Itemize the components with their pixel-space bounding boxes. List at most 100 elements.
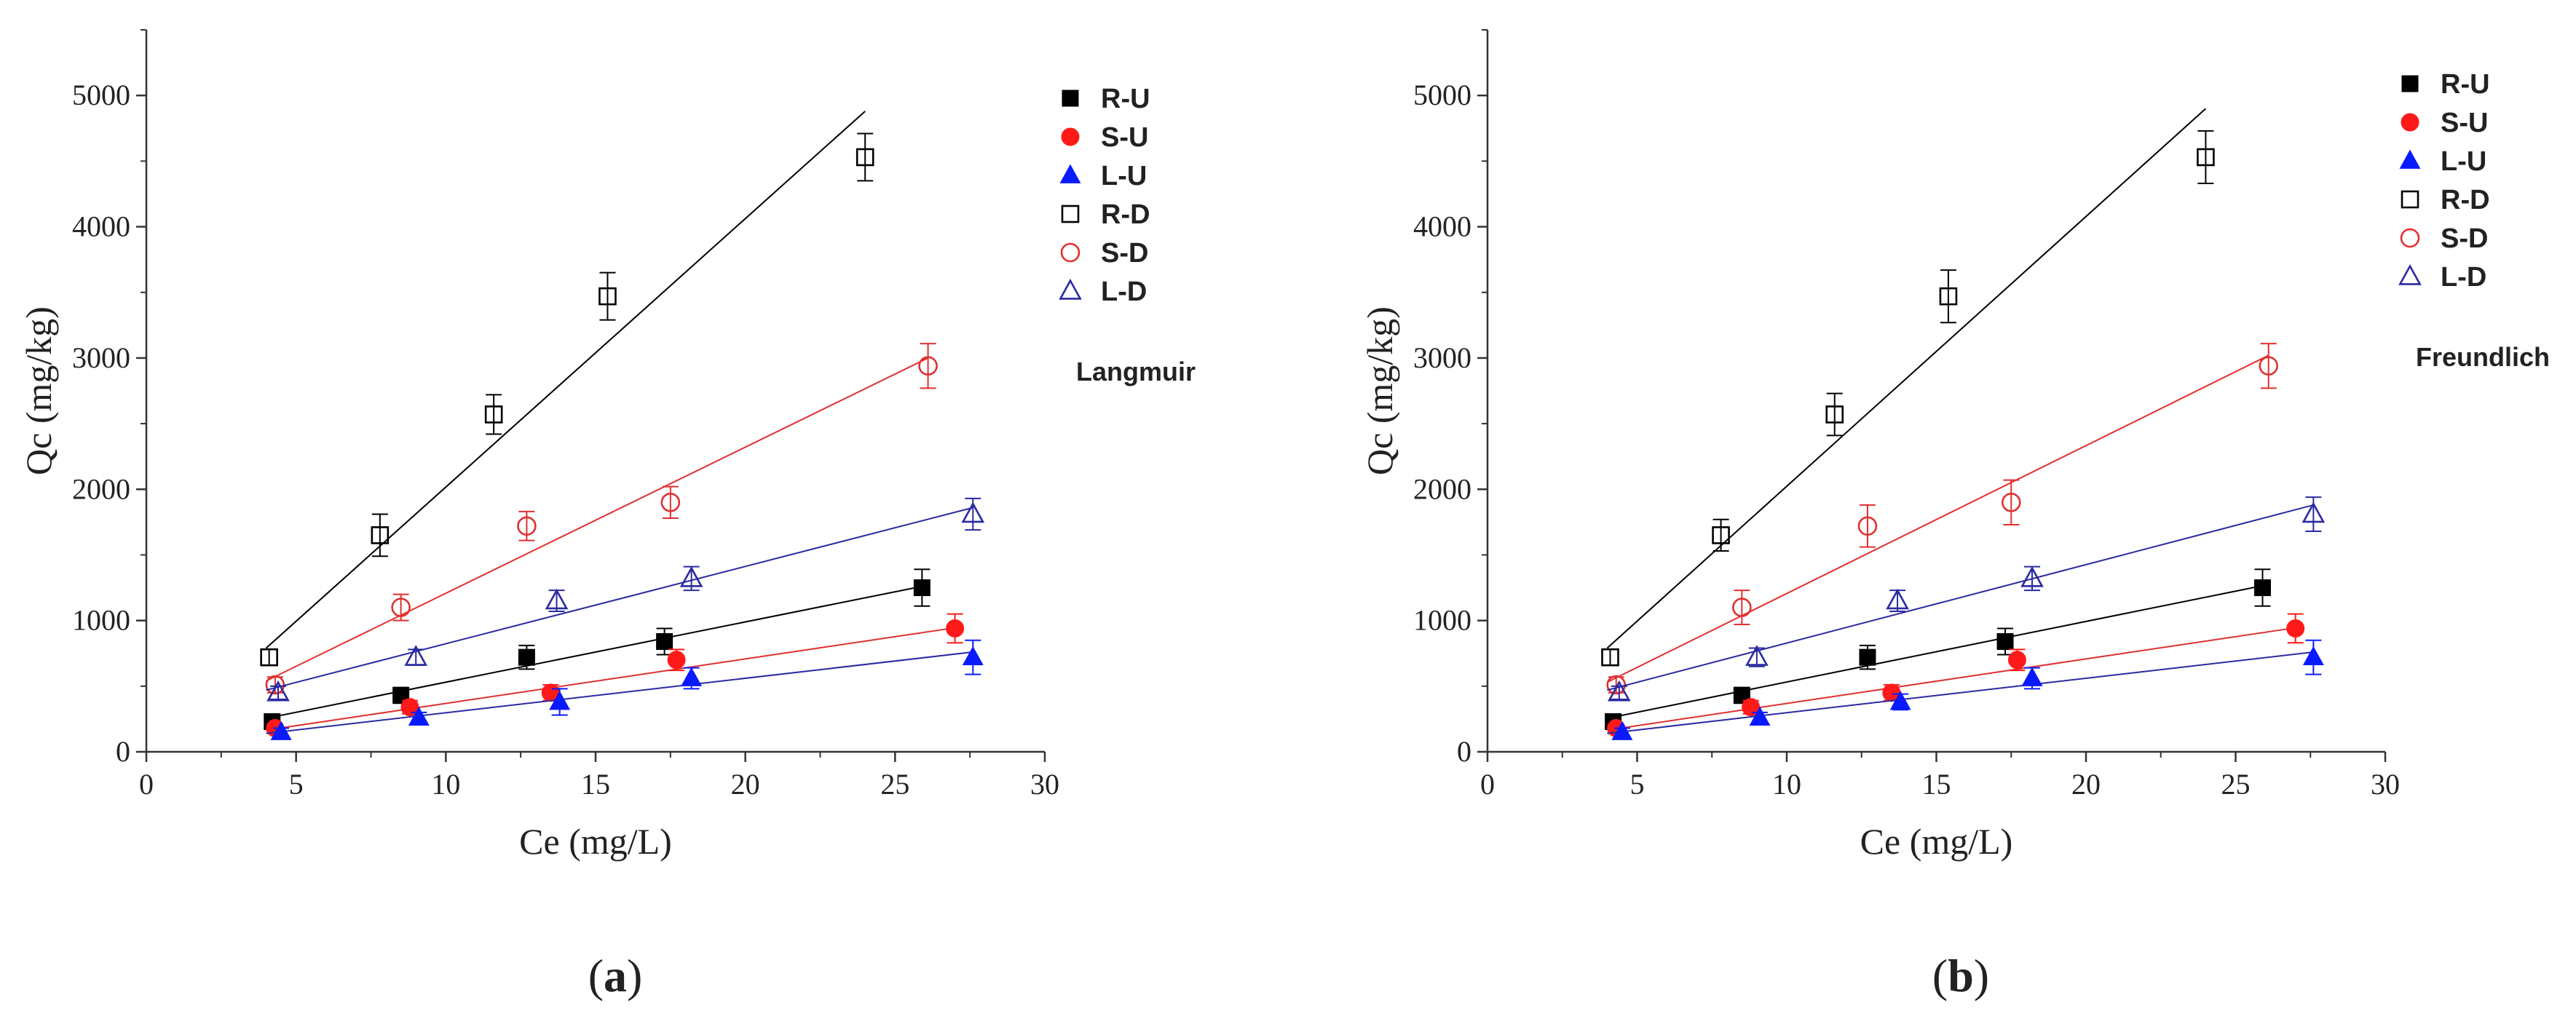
legend-marker-s-u <box>2401 113 2419 132</box>
x-tick-label: 25 <box>2221 768 2251 801</box>
fit-line-r-d <box>1606 108 2207 649</box>
legend-marker-l-u <box>2399 149 2421 169</box>
data-point-l-d <box>404 645 428 666</box>
data-point-s-u <box>946 619 965 638</box>
fit-line-r-u <box>266 584 925 719</box>
data-point-l-d <box>1745 645 1769 666</box>
data-point-l-u <box>1749 706 1771 726</box>
fit-line-l-d <box>1607 504 2314 691</box>
fit-line-s-u <box>266 627 955 731</box>
data-point-r-u <box>1859 648 1876 666</box>
data-point-r-d <box>371 526 390 544</box>
y-tick-label: 5000 <box>72 79 130 111</box>
data-point-l-u <box>962 646 984 666</box>
data-point-r-d <box>1825 405 1844 424</box>
y-tick-label: 4000 <box>1413 210 1471 243</box>
data-point-r-d <box>2197 148 2215 167</box>
y-tick-label: 2000 <box>72 472 130 505</box>
data-point-l-d <box>1607 680 1631 702</box>
data-point-s-d <box>660 493 681 512</box>
legend-label-r-u: R-U <box>1101 84 1150 114</box>
data-point-l-u <box>549 691 571 710</box>
fit-line-r-u <box>1607 584 2266 719</box>
data-point-s-d <box>2259 356 2279 376</box>
data-point-r-u <box>1733 686 1750 704</box>
y-tick-label: 2000 <box>1413 472 1471 505</box>
caption-a-letter: a <box>604 950 627 1001</box>
caption-a: (a) <box>588 950 643 1001</box>
y-tick-label: 0 <box>1457 735 1471 768</box>
y-tick-label: 5000 <box>1413 79 1471 111</box>
fit-line-s-u <box>1607 627 2296 731</box>
caption-b: (b) <box>1932 950 1989 1001</box>
legend-label-l-d: L-D <box>2441 262 2486 293</box>
legend-label-s-u: S-U <box>1101 122 1148 153</box>
legend-label-l-d: L-D <box>1101 277 1147 307</box>
data-point-l-u <box>2302 646 2324 666</box>
fit-line-s-d <box>266 357 929 682</box>
legend-marker-r-u <box>2401 75 2419 92</box>
data-point-s-u <box>2286 619 2305 638</box>
data-point-r-u <box>656 632 673 650</box>
data-point-s-d <box>1732 598 1752 617</box>
data-point-l-u <box>270 721 292 740</box>
fit-line-r-d <box>265 111 866 649</box>
x-tick-label: 15 <box>1922 768 1951 801</box>
y-tick-label: 3000 <box>72 341 130 374</box>
y-tick-label: 1000 <box>72 604 130 637</box>
data-point-r-u <box>913 579 931 597</box>
y-tick-label: 4000 <box>72 210 130 243</box>
data-point-r-u <box>392 686 410 704</box>
model-label-freundlich: Freundlich <box>2416 342 2550 372</box>
x-tick-label: 20 <box>731 768 760 801</box>
data-point-s-u <box>667 651 686 670</box>
legend-marker-l-d <box>2398 263 2422 285</box>
data-point-l-u <box>1889 691 1911 710</box>
legend-marker-s-d <box>1060 242 1080 263</box>
data-point-l-u <box>1611 721 1633 740</box>
x-tick-label: 10 <box>1772 768 1801 801</box>
data-point-s-d <box>2001 493 2021 512</box>
legend-marker-r-d <box>1061 205 1080 223</box>
data-point-r-u <box>2253 579 2271 597</box>
x-tick-label: 30 <box>2371 768 2400 801</box>
data-point-l-d <box>961 501 985 523</box>
y-tick-label: 0 <box>116 735 130 768</box>
data-point-r-d <box>1939 287 1958 306</box>
fit-line-s-d <box>1606 354 2269 683</box>
data-point-s-u <box>2007 651 2026 670</box>
x-tick-label: 0 <box>139 768 154 801</box>
legend-marker-l-u <box>1059 164 1081 183</box>
data-point-r-u <box>518 648 535 666</box>
x-tick-label: 25 <box>880 768 909 801</box>
data-point-l-u <box>2021 667 2043 686</box>
legend-label-s-d: S-D <box>2441 223 2488 254</box>
data-point-l-d <box>1886 588 1909 610</box>
data-point-r-d <box>856 148 874 167</box>
y-tick-label: 3000 <box>1413 341 1471 374</box>
data-point-s-d <box>517 516 537 536</box>
legend-label-r-u: R-U <box>2441 69 2490 100</box>
data-point-s-d <box>918 356 938 376</box>
data-point-r-d <box>484 405 503 424</box>
legend-marker-l-d <box>1059 278 1082 300</box>
data-point-l-d <box>266 680 290 702</box>
legend-marker-r-u <box>1062 90 1079 107</box>
x-tick-label: 5 <box>289 768 304 801</box>
legend-label-r-d: R-D <box>2441 185 2490 215</box>
x-tick-label: 30 <box>1030 768 1059 801</box>
legend-label-s-d: S-D <box>1101 238 1148 269</box>
fit-line-l-d <box>266 507 973 691</box>
x-tick-label: 20 <box>2071 768 2101 801</box>
fit-line-l-u <box>1607 651 2314 734</box>
data-point-l-d <box>679 565 703 587</box>
legend-marker-s-u <box>1061 127 1080 146</box>
data-point-r-d <box>598 287 617 306</box>
x-tick-label: 5 <box>1630 768 1645 801</box>
chart-panel-langmuir: 0 5 10 15 20 25 30 0 1000 2000 3000 4000 5000 Ce (mg/… <box>18 29 1150 862</box>
y-axis-label: Qc (mg/kg) <box>18 306 59 475</box>
y-axis-label: Qc (mg/kg) <box>1359 306 1400 475</box>
x-tick-label: 0 <box>1480 768 1495 801</box>
